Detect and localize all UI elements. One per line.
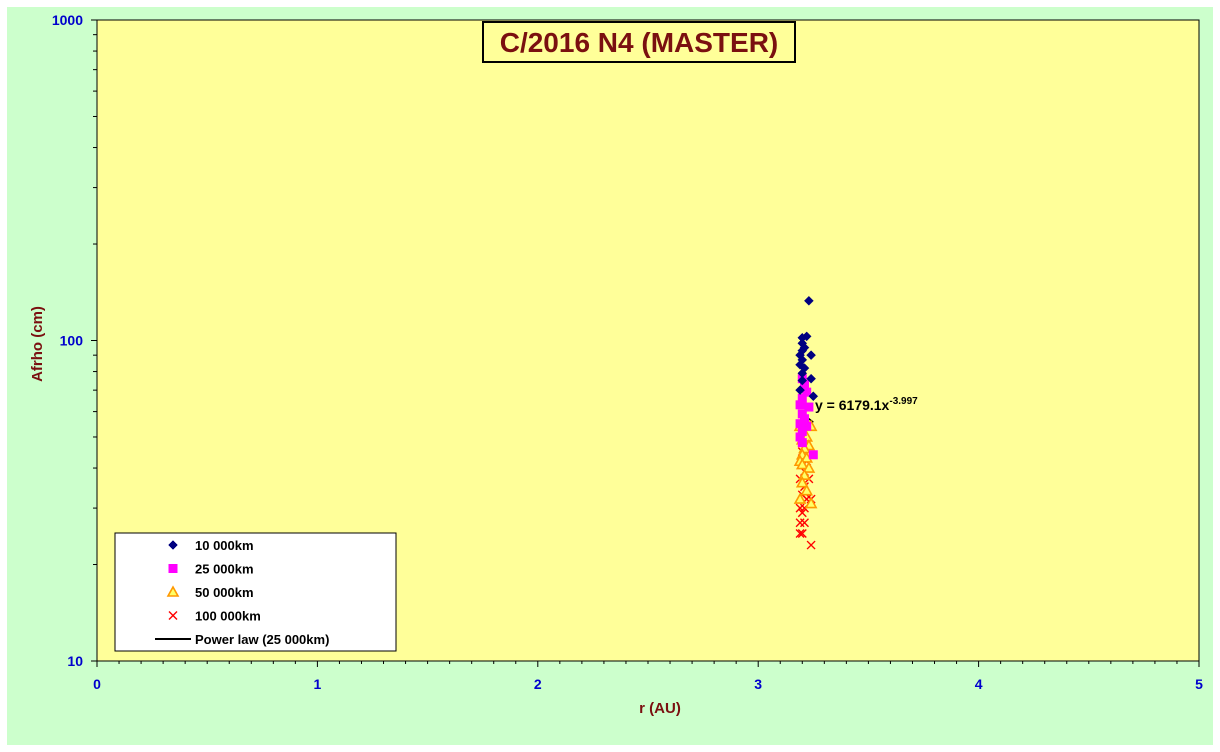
x-marker-stroke [806, 540, 816, 550]
data-point [797, 393, 807, 403]
data-point [802, 461, 816, 473]
y-tick-label: 100 [60, 333, 84, 349]
title-box: C/2016 N4 (MASTER) [482, 21, 796, 63]
data-point [799, 518, 809, 528]
data-point [797, 528, 807, 538]
chart-title: C/2016 N4 (MASTER) [500, 27, 779, 58]
data-point [797, 375, 808, 386]
data-point [795, 528, 805, 538]
data-point [797, 438, 807, 448]
data-point [797, 427, 807, 437]
data-point [793, 492, 807, 504]
series-diamond [795, 295, 819, 402]
x-axis: 0 1 2 3 4 5 [93, 661, 1203, 692]
data-point [795, 385, 805, 395]
y-tick-label: 10 [67, 653, 83, 669]
x-tick-label: 1 [314, 676, 322, 692]
x-axis-label: r (AU) [639, 700, 681, 717]
x-tick-label: 4 [975, 676, 983, 692]
legend-items: 10 000km 25 000km 50 000km 100 000km Power l… [155, 538, 329, 647]
legend-label: 10 000km [195, 538, 254, 553]
legend: 10 000km 25 000km 50 000km 100 000km Power l… [114, 532, 397, 652]
x-marker-stroke [168, 611, 178, 620]
data-point [806, 373, 816, 384]
data-point [806, 350, 816, 361]
data-point [802, 421, 812, 431]
data-point [808, 391, 819, 402]
x-marker-stroke [799, 518, 809, 528]
x-marker-stroke [795, 528, 805, 538]
data-point [799, 414, 809, 424]
x-tick-label: 2 [534, 676, 542, 692]
x-tick-label: 5 [1195, 676, 1203, 692]
data-point [795, 457, 809, 470]
data-point [804, 402, 814, 412]
legend-marker [168, 611, 178, 620]
fit-equation: y = 6179.1x [815, 397, 890, 413]
fit-equation-label: y = 6179.1x-3.997 [815, 396, 918, 413]
data-point [799, 379, 809, 389]
x-tick-label: 0 [93, 676, 101, 692]
legend-marker [168, 540, 178, 550]
data-point [795, 432, 805, 442]
data-point [800, 484, 814, 496]
legend-label: Power law (25 000km) [195, 632, 329, 647]
data-point [801, 331, 812, 342]
fit-exponent: -3.997 [889, 396, 918, 407]
data-points [793, 295, 819, 550]
data-point [795, 400, 805, 410]
y-axis: 10 100 1000 [52, 12, 97, 669]
title-box-frame [482, 21, 796, 63]
y-axis-label: Afrho (cm) [29, 306, 46, 382]
legend-marker [168, 564, 178, 573]
data-point [808, 450, 818, 460]
legend-label: 50 000km [195, 585, 254, 600]
y-tick-label: 1000 [52, 12, 83, 28]
data-point [795, 476, 809, 488]
legend-frame [114, 532, 397, 652]
data-point [797, 508, 807, 518]
legend-label: 100 000km [195, 609, 261, 624]
data-point [795, 419, 805, 429]
x-marker-stroke [797, 508, 807, 518]
data-point [806, 540, 816, 550]
x-marker-stroke [797, 528, 807, 538]
legend-label: 25 000km [195, 562, 254, 577]
data-point [804, 295, 814, 306]
data-point [802, 387, 812, 397]
legend-marker [166, 585, 180, 597]
data-point [804, 496, 818, 509]
x-tick-label: 3 [754, 676, 762, 692]
data-point [797, 409, 807, 419]
